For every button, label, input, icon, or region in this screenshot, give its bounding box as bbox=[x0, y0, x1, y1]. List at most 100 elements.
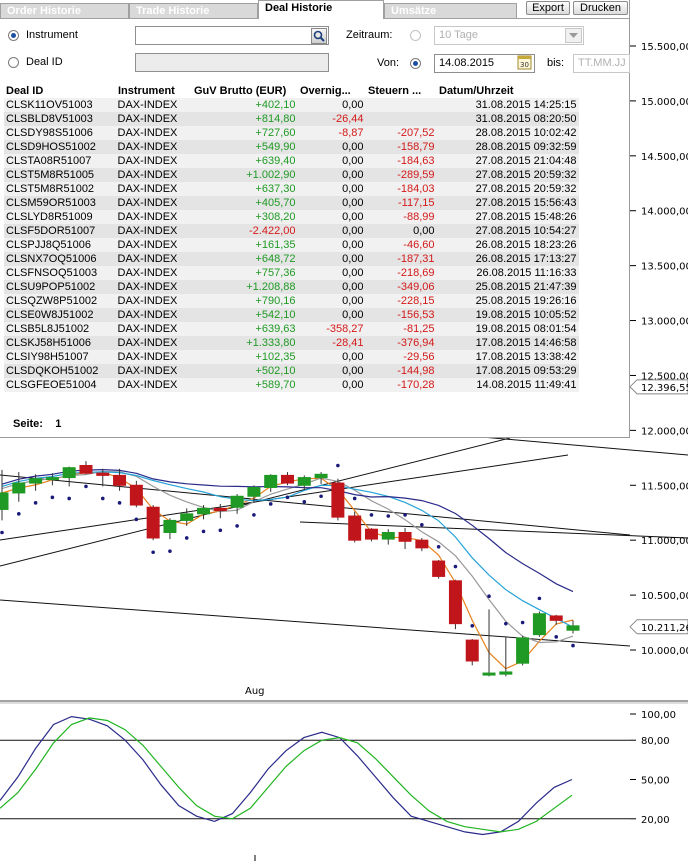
sar-dot bbox=[403, 513, 407, 517]
table-row[interactable]: CLSU9POP51002 DAX-INDEX +1.208,88 0,00 -349,… bbox=[4, 280, 579, 294]
instrument-cell: DAX-INDEX bbox=[117, 127, 178, 139]
steuern-cell: -144,98 bbox=[397, 365, 435, 377]
table-row[interactable]: CLSFNSOQ51003 DAX-INDEX +757,36 0,00 -218,69… bbox=[4, 266, 579, 280]
candle-up bbox=[482, 672, 496, 676]
table-row[interactable]: CLSQZW8P51002 DAX-INDEX +790,16 0,00 -228,15… bbox=[4, 294, 579, 308]
overnight-cell: 0,00 bbox=[342, 197, 364, 209]
von-radio[interactable] bbox=[410, 58, 421, 69]
col-header-deal-id[interactable]: Deal ID bbox=[4, 83, 116, 98]
table-row[interactable]: CLSE0W8J51002 DAX-INDEX +542,10 0,00 -156,53… bbox=[4, 308, 579, 322]
sar-dot bbox=[302, 499, 307, 504]
sar-dot bbox=[436, 544, 441, 549]
tab-umsaetze[interactable]: Umsätze bbox=[384, 3, 517, 18]
candle-up bbox=[247, 486, 261, 497]
export-button[interactable]: Export bbox=[526, 1, 570, 15]
osc-tick-label: 50,00 bbox=[641, 776, 670, 787]
print-button[interactable]: Drucken bbox=[573, 1, 628, 15]
dealid-radio[interactable] bbox=[8, 57, 19, 68]
sar-dot bbox=[50, 495, 55, 500]
zeitraum-label: Zeitraum: bbox=[346, 29, 393, 41]
col-header-datum[interactable]: Datum/Uhrzeit bbox=[436, 83, 579, 98]
moving-averages bbox=[0, 463, 575, 670]
table-row[interactable]: CLSDQKOH51002 DAX-INDEX +502,10 0,00 -144,98… bbox=[4, 364, 579, 378]
table-row[interactable]: CLSK11OV51003 DAX-INDEX +402,10 0,00 31.08.2… bbox=[4, 98, 579, 112]
instrument-cell: DAX-INDEX bbox=[117, 183, 178, 195]
instrument-cell: DAX-INDEX bbox=[117, 239, 178, 251]
candle-up bbox=[163, 519, 177, 533]
pager-page[interactable]: 1 bbox=[55, 418, 62, 430]
steuern-cell: -187,31 bbox=[397, 253, 435, 265]
col-header-instrument[interactable]: Instrument bbox=[115, 83, 192, 98]
overnight-cell: 0,00 bbox=[342, 379, 364, 391]
candle-up bbox=[12, 482, 26, 494]
table-row[interactable]: CLSPJJ8Q51006 DAX-INDEX +161,35 0,00 -46,60 2… bbox=[4, 238, 579, 252]
price-tick-label: 12.000,00 bbox=[641, 426, 688, 437]
table-row[interactable]: CLSD9HOS51002 DAX-INDEX +549,90 0,00 -158,79… bbox=[4, 140, 579, 154]
zeitraum-radio[interactable] bbox=[410, 30, 421, 41]
col-header-steuern[interactable]: Steuern ... bbox=[365, 83, 437, 98]
candle-down bbox=[348, 515, 362, 541]
instrument-cell: DAX-INDEX bbox=[117, 141, 178, 153]
table-row[interactable]: CLSKJ58H51006 DAX-INDEX +1.333,80 -28,41 -37… bbox=[4, 336, 579, 350]
candle-down bbox=[79, 465, 93, 474]
datum-cell: 31.08.2015 08:20:50 bbox=[475, 113, 577, 125]
instrument-cell: DAX-INDEX bbox=[117, 169, 178, 181]
datum-cell: 27.08.2015 20:59:32 bbox=[475, 183, 577, 195]
table-row[interactable]: CLSIY98H51007 DAX-INDEX +102,35 0,00 -29,56 1… bbox=[4, 350, 579, 364]
table-row[interactable]: CLSM59OR51003 DAX-INDEX +405,70 0,00 -117,15… bbox=[4, 196, 579, 210]
overnight-cell: -8,87 bbox=[338, 127, 364, 139]
deal-id-cell: CLSLYD8R51009 bbox=[6, 211, 93, 223]
instrument-cell: DAX-INDEX bbox=[117, 351, 178, 363]
candle-down bbox=[331, 482, 345, 518]
candle-up bbox=[297, 477, 311, 486]
candle-down bbox=[129, 484, 143, 506]
von-date-input[interactable]: 14.08.2015 bbox=[434, 54, 535, 73]
table-row[interactable]: CLSNX7OQ51006 DAX-INDEX +648,72 0,00 -187,31… bbox=[4, 252, 579, 266]
instrument-radio[interactable] bbox=[8, 30, 19, 41]
col-header-guv[interactable]: GuV Brutto (EUR) bbox=[191, 83, 298, 98]
table-row[interactable]: CLSTA08R51007 DAX-INDEX +639,40 0,00 -184,63… bbox=[4, 154, 579, 168]
table-header-row: Deal ID Instrument GuV Brutto (EUR) Over… bbox=[4, 83, 579, 98]
guv-cell: +502,10 bbox=[255, 365, 296, 377]
tab-trade-historie[interactable]: Trade Historie bbox=[129, 3, 258, 18]
datum-cell: 26.08.2015 18:23:26 bbox=[475, 239, 577, 251]
zeitraum-select[interactable]: 10 Tage bbox=[434, 26, 584, 45]
candle-down bbox=[448, 580, 462, 625]
table-row[interactable]: CLSB5L8J51002 DAX-INDEX +639,63 -358,27 -81,… bbox=[4, 322, 579, 336]
sar-dot bbox=[352, 496, 357, 501]
dealid-input[interactable] bbox=[135, 53, 329, 72]
table-row[interactable]: CLST5M8R51005 DAX-INDEX +1.002,90 0,00 -289,… bbox=[4, 168, 579, 182]
sar-dot bbox=[16, 512, 21, 516]
sar-dot bbox=[453, 564, 458, 569]
table-row[interactable]: CLSGFEOE51004 DAX-INDEX +589,70 0,00 -170,28… bbox=[4, 378, 579, 392]
instrument-input[interactable] bbox=[135, 26, 329, 45]
zeitraum-dropdown-button[interactable] bbox=[565, 28, 582, 43]
calendar-icon[interactable]: 30 bbox=[517, 55, 532, 70]
sar-dot bbox=[134, 517, 139, 522]
sar-dot bbox=[554, 635, 559, 639]
instrument-cell: DAX-INDEX bbox=[117, 295, 178, 307]
datum-cell: 26.08.2015 17:13:27 bbox=[475, 253, 577, 265]
table-row[interactable]: CLST5M8R51002 DAX-INDEX +637,30 0,00 -184,03… bbox=[4, 182, 579, 196]
tab-order-historie[interactable]: Order Historie bbox=[0, 3, 129, 18]
instrument-cell: DAX-INDEX bbox=[117, 253, 178, 265]
guv-cell: +1.208,88 bbox=[246, 281, 296, 293]
table-row[interactable]: CLSDY98S51006 DAX-INDEX +727,60 -8,87 -207,5… bbox=[4, 126, 579, 140]
table-row[interactable]: CLSBLD8V51003 DAX-INDEX +814,80 -26,44 31.08… bbox=[4, 112, 579, 126]
x-axis-label-aug: Aug bbox=[245, 686, 265, 697]
table-row[interactable]: CLSF5DOR51007 DAX-INDEX -2.422,00 0,00 0,00 2… bbox=[4, 224, 579, 238]
tab-deal-historie[interactable]: Deal Historie bbox=[258, 0, 384, 19]
instrument-cell: DAX-INDEX bbox=[117, 379, 178, 391]
overnight-cell: 0,00 bbox=[342, 99, 364, 111]
candle-down bbox=[398, 531, 412, 542]
col-header-overnight[interactable]: Overnig... bbox=[297, 83, 366, 98]
search-icon bbox=[313, 30, 325, 42]
sar-dot bbox=[571, 643, 575, 648]
bis-date-input[interactable]: TT.MM.JJ bbox=[573, 54, 630, 73]
tab-bar: Order Historie Trade Historie Deal Histo… bbox=[0, 0, 630, 19]
steuern-cell: -29,56 bbox=[403, 351, 435, 363]
table-row[interactable]: CLSLYD8R51009 DAX-INDEX +308,20 0,00 -88,99 2… bbox=[4, 210, 579, 224]
candle-down bbox=[96, 472, 110, 476]
sar-dot bbox=[252, 513, 256, 517]
instrument-search-button[interactable] bbox=[311, 28, 327, 44]
